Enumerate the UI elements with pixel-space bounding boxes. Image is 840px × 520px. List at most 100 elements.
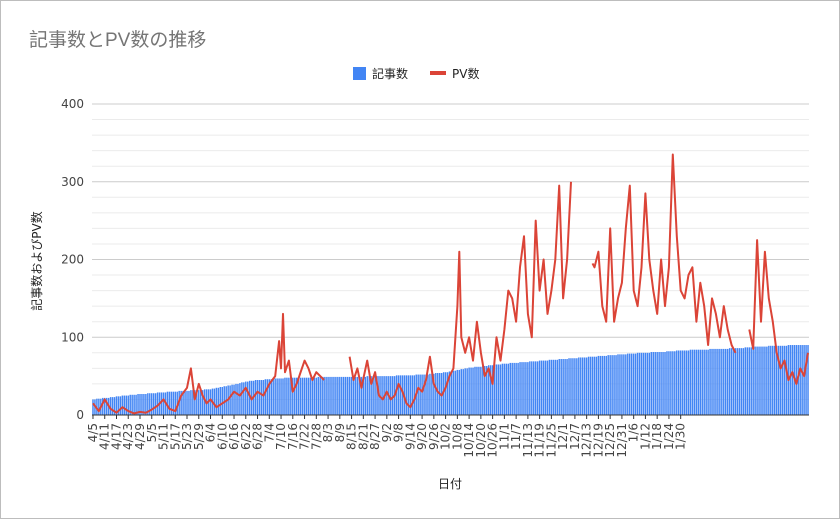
article-bar (619, 354, 621, 415)
article-bar (799, 345, 801, 415)
article-bar (613, 355, 615, 415)
x-tick-label: 11/13 (521, 423, 535, 458)
article-bar (152, 393, 155, 415)
article-bar (738, 348, 741, 415)
article-bar (666, 351, 668, 415)
article-bar (315, 377, 318, 415)
article-bar (629, 353, 631, 415)
article-bar (335, 376, 337, 415)
x-tick-label: 12/7 (568, 423, 582, 450)
x-tick-label: 12/1 (556, 423, 570, 450)
article-bar (636, 352, 639, 415)
x-tick-label: 12/25 (603, 423, 617, 458)
article-bar (478, 366, 480, 415)
article-bar (274, 378, 276, 415)
x-tick-label: 6/10 (215, 423, 229, 450)
article-bar (348, 376, 351, 415)
article-bar (429, 373, 431, 415)
article-bar (199, 390, 202, 415)
article-bar (431, 373, 433, 415)
x-tick-label: 9/26 (427, 423, 441, 450)
article-bar (131, 394, 133, 415)
article-bar (721, 348, 723, 415)
article-bar (650, 352, 653, 415)
x-tick-label: 8/3 (321, 423, 335, 442)
article-bar (213, 388, 216, 415)
article-bar (280, 378, 282, 415)
pv-line-segment (348, 181, 572, 409)
x-tick-label: 8/21 (356, 423, 370, 450)
x-tick-label: 6/22 (239, 423, 253, 450)
article-bar (523, 362, 525, 415)
article-bar (558, 359, 560, 415)
article-bar (560, 359, 562, 415)
x-tick-label: 1/30 (674, 423, 688, 450)
article-bar (748, 347, 750, 415)
x-tick-label: 9/14 (403, 423, 417, 450)
article-bar (235, 383, 237, 415)
article-bar (166, 391, 169, 415)
article-bar (105, 397, 108, 415)
article-bar (627, 353, 629, 415)
article-bar (527, 362, 529, 415)
article-bar (115, 396, 118, 415)
article-bar (98, 398, 100, 415)
article-bar (531, 361, 533, 415)
article-bar (448, 371, 451, 415)
article-bar (601, 355, 604, 415)
article-bar (625, 354, 627, 415)
article-bar (444, 372, 447, 415)
article-bar (715, 348, 717, 415)
article-bar (341, 376, 343, 415)
article-bar (221, 387, 224, 415)
article-bar (668, 351, 670, 415)
article-bar (243, 382, 245, 415)
article-bar (145, 394, 147, 415)
article-bar (307, 377, 310, 415)
article-bar (290, 377, 292, 415)
article-bar (491, 365, 494, 415)
article-bar (807, 345, 809, 415)
x-tick-label: 5/29 (192, 423, 206, 450)
article-bar (294, 377, 296, 415)
article-bar (419, 374, 421, 415)
article-bar (278, 378, 280, 415)
article-bar (533, 361, 535, 415)
article-bar (399, 375, 402, 415)
article-bar (354, 376, 357, 415)
article-bar (198, 390, 200, 415)
article-bar (689, 349, 692, 415)
article-bar (103, 397, 106, 415)
article-bar (640, 352, 643, 415)
article-bar (237, 383, 239, 415)
article-bar (203, 389, 206, 415)
article-bar (401, 375, 404, 415)
article-bar (764, 346, 766, 415)
article-bar (583, 357, 586, 415)
article-bar (529, 361, 531, 415)
article-bar (137, 394, 139, 415)
article-bar (566, 359, 568, 415)
x-tick-label: 11/25 (544, 423, 558, 458)
article-bar (595, 356, 598, 415)
x-tick-label: 7/28 (309, 423, 323, 450)
article-bar (121, 395, 124, 415)
x-tick-label: 9/20 (415, 423, 429, 450)
article-bar (113, 397, 116, 415)
article-bar (427, 374, 429, 415)
article-bar (346, 376, 349, 415)
article-bar (519, 362, 521, 415)
article-bar (219, 387, 222, 415)
article-bar (135, 394, 137, 415)
article-bar (292, 377, 294, 415)
article-bar (156, 392, 159, 415)
article-bar (660, 352, 662, 415)
article-bar (119, 396, 122, 415)
article-bar (564, 359, 566, 415)
article-bar (301, 377, 304, 415)
article-bar (730, 348, 733, 415)
x-tick-label: 5/23 (180, 423, 194, 450)
article-bar (174, 391, 176, 415)
article-bar (691, 349, 694, 415)
